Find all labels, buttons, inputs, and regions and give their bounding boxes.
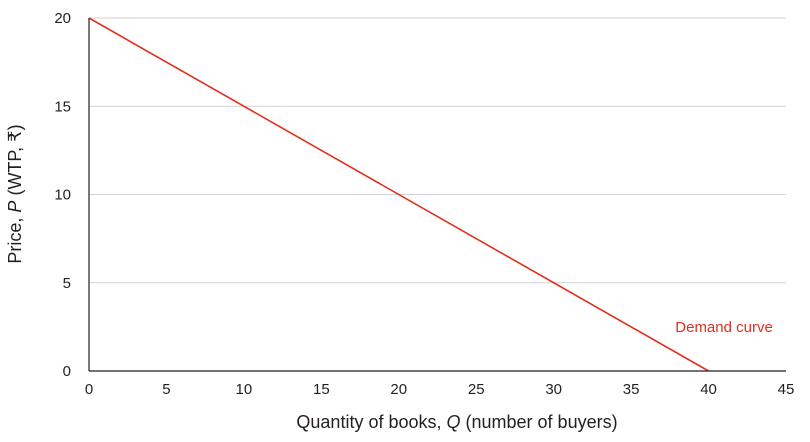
- x-tick-label: 40: [700, 381, 717, 398]
- x-tick-label: 0: [85, 381, 93, 398]
- series-layer: [88, 17, 709, 372]
- x-axis-title: Quantity of books, Q (number of buyers): [296, 412, 617, 432]
- y-tick-label: 10: [54, 187, 71, 204]
- y-tick-label: 0: [63, 363, 71, 380]
- x-tick-label: 15: [313, 381, 330, 398]
- demand-curve-label: Demand curve: [675, 319, 773, 336]
- y-tick-labels: 0 5 10 15 20: [54, 10, 71, 380]
- y-tick-label: 15: [54, 98, 71, 115]
- x-tick-label: 10: [236, 381, 253, 398]
- series-line-demand-curve: [88, 17, 709, 372]
- y-tick-label: 20: [54, 10, 71, 27]
- x-tick-label: 45: [778, 381, 795, 398]
- gridlines: [89, 17, 786, 284]
- annotations: Demand curve: [675, 319, 773, 336]
- x-tick-label: 20: [390, 381, 407, 398]
- x-tick-labels: 0 5 10 15 20 25 30 35 40 45: [85, 381, 795, 398]
- x-tick-label: 30: [545, 381, 562, 398]
- y-axis-title: Price, P (WTP, ₹): [5, 124, 25, 263]
- x-tick-label: 5: [162, 381, 170, 398]
- x-tick-label: 35: [623, 381, 640, 398]
- x-tick-label: 25: [468, 381, 485, 398]
- y-tick-label: 5: [63, 275, 71, 292]
